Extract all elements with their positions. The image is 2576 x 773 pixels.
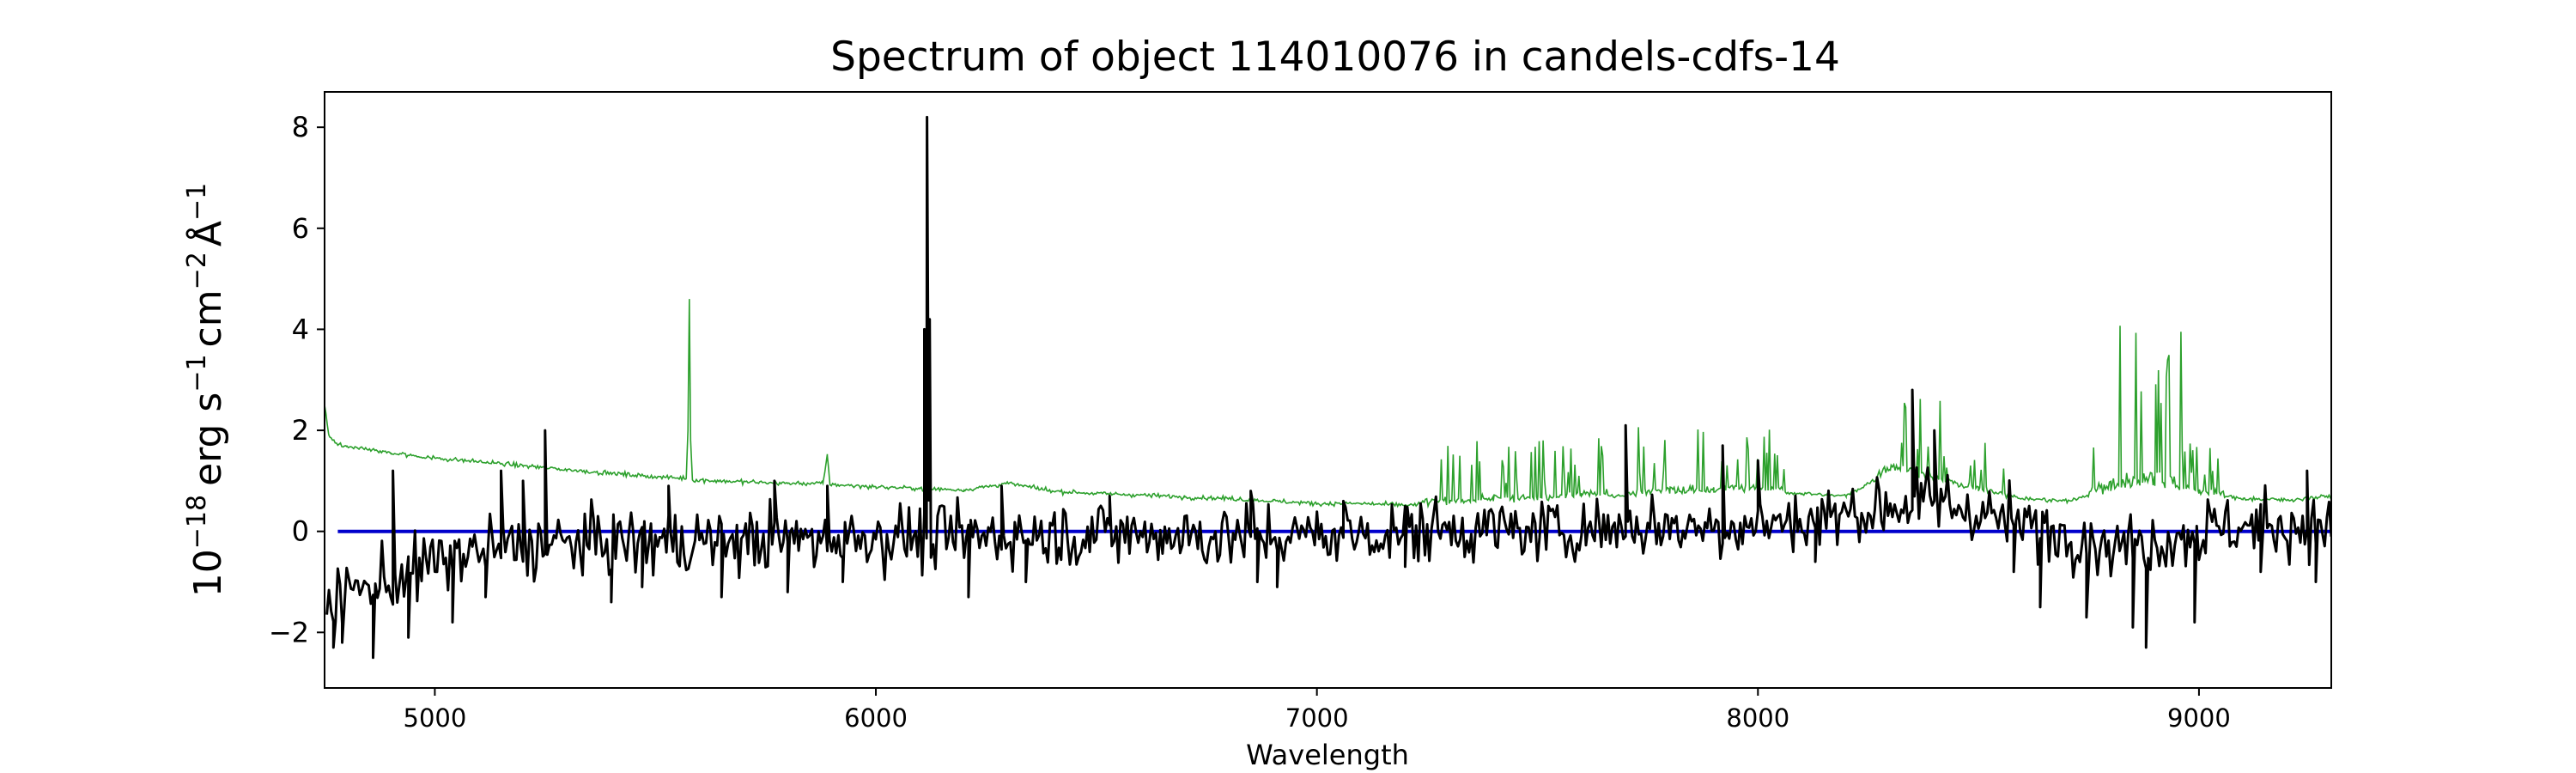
y-label-erg: erg s <box>186 393 230 486</box>
x-tick-label: 8000 <box>1726 703 1789 733</box>
chart-title: Spectrum of object 114010076 in candels-… <box>830 33 1840 81</box>
y-label-s-exponent: −1 <box>182 354 212 392</box>
y-axis-label: 10−18erg s−1cm−2Å−1 <box>182 183 230 597</box>
y-tick-label: −2 <box>269 616 309 648</box>
y-label-base: 10 <box>186 549 230 597</box>
x-axis-label: Wavelength <box>1246 739 1409 771</box>
noise-series-line <box>325 299 2331 509</box>
y-label-base-exponent: −18 <box>182 495 212 549</box>
x-axis: 5000 6000 7000 8000 9000 <box>404 688 2231 733</box>
y-tick-label: 8 <box>292 111 309 143</box>
y-label-angstrom-exponent: −1 <box>182 183 212 221</box>
x-tick-label: 5000 <box>404 703 467 733</box>
flux-series-line <box>325 115 2331 660</box>
series-layer <box>325 115 2331 660</box>
y-label-cm-exponent: −2 <box>182 252 212 289</box>
x-tick-label: 9000 <box>2167 703 2231 733</box>
y-tick-label: 0 <box>292 515 309 548</box>
x-tick-label: 7000 <box>1285 703 1349 733</box>
y-tick-label: 4 <box>292 313 309 345</box>
plot-frame <box>324 91 2332 689</box>
y-tick-label: 6 <box>292 212 309 245</box>
y-tick-label: 2 <box>292 414 309 447</box>
x-tick-label: 6000 <box>844 703 908 733</box>
y-axis: −2 0 2 4 6 8 <box>269 111 325 648</box>
plot-area <box>324 91 2332 689</box>
y-label-angstrom: Å <box>185 221 230 247</box>
y-label-cm: cm <box>186 289 230 347</box>
